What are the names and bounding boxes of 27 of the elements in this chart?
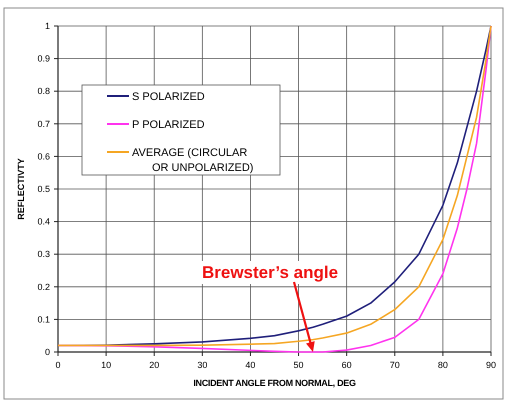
x-axis-title: INCIDENT ANGLE FROM NORMAL, DEG	[193, 378, 356, 388]
x-tick-label: 0	[55, 360, 61, 370]
y-tick-label: 0	[44, 347, 50, 357]
y-tick-label: 0.7	[37, 118, 50, 129]
legend-label: S POLARIZED	[132, 91, 205, 103]
y-tick-label: 0.8	[37, 86, 50, 96]
y-tick-label: 0.3	[37, 249, 50, 260]
y-tick-label: 0.9	[37, 54, 50, 64]
y-tick-label: 0.4	[37, 216, 50, 227]
x-tick-label: 70	[390, 360, 400, 370]
y-axis-title: REFLECTIVTY	[16, 158, 26, 220]
legend-label: P POLARIZED	[132, 119, 205, 131]
annotation: Brewster’s angle	[202, 263, 338, 282]
x-tick-label: 60	[342, 360, 352, 370]
x-tick-label: 40	[245, 360, 256, 370]
x-tick-label: 90	[486, 360, 496, 370]
x-tick-label: 30	[197, 360, 208, 370]
y-tick-label: 0.5	[37, 184, 50, 194]
y-tick-label: 1	[44, 21, 50, 31]
legend-label: AVERAGE (CIRCULAR OR UNPOLARIZED)	[132, 147, 254, 174]
x-tick-label: 50	[294, 360, 304, 370]
y-tick-label: 0.2	[37, 282, 50, 292]
x-tick-label: 20	[149, 360, 160, 370]
y-tick-label: 0.1	[37, 314, 50, 324]
y-tick-label: 0.6	[37, 151, 50, 162]
x-tick-label: 10	[101, 360, 112, 370]
x-tick-label: 80	[438, 360, 448, 370]
